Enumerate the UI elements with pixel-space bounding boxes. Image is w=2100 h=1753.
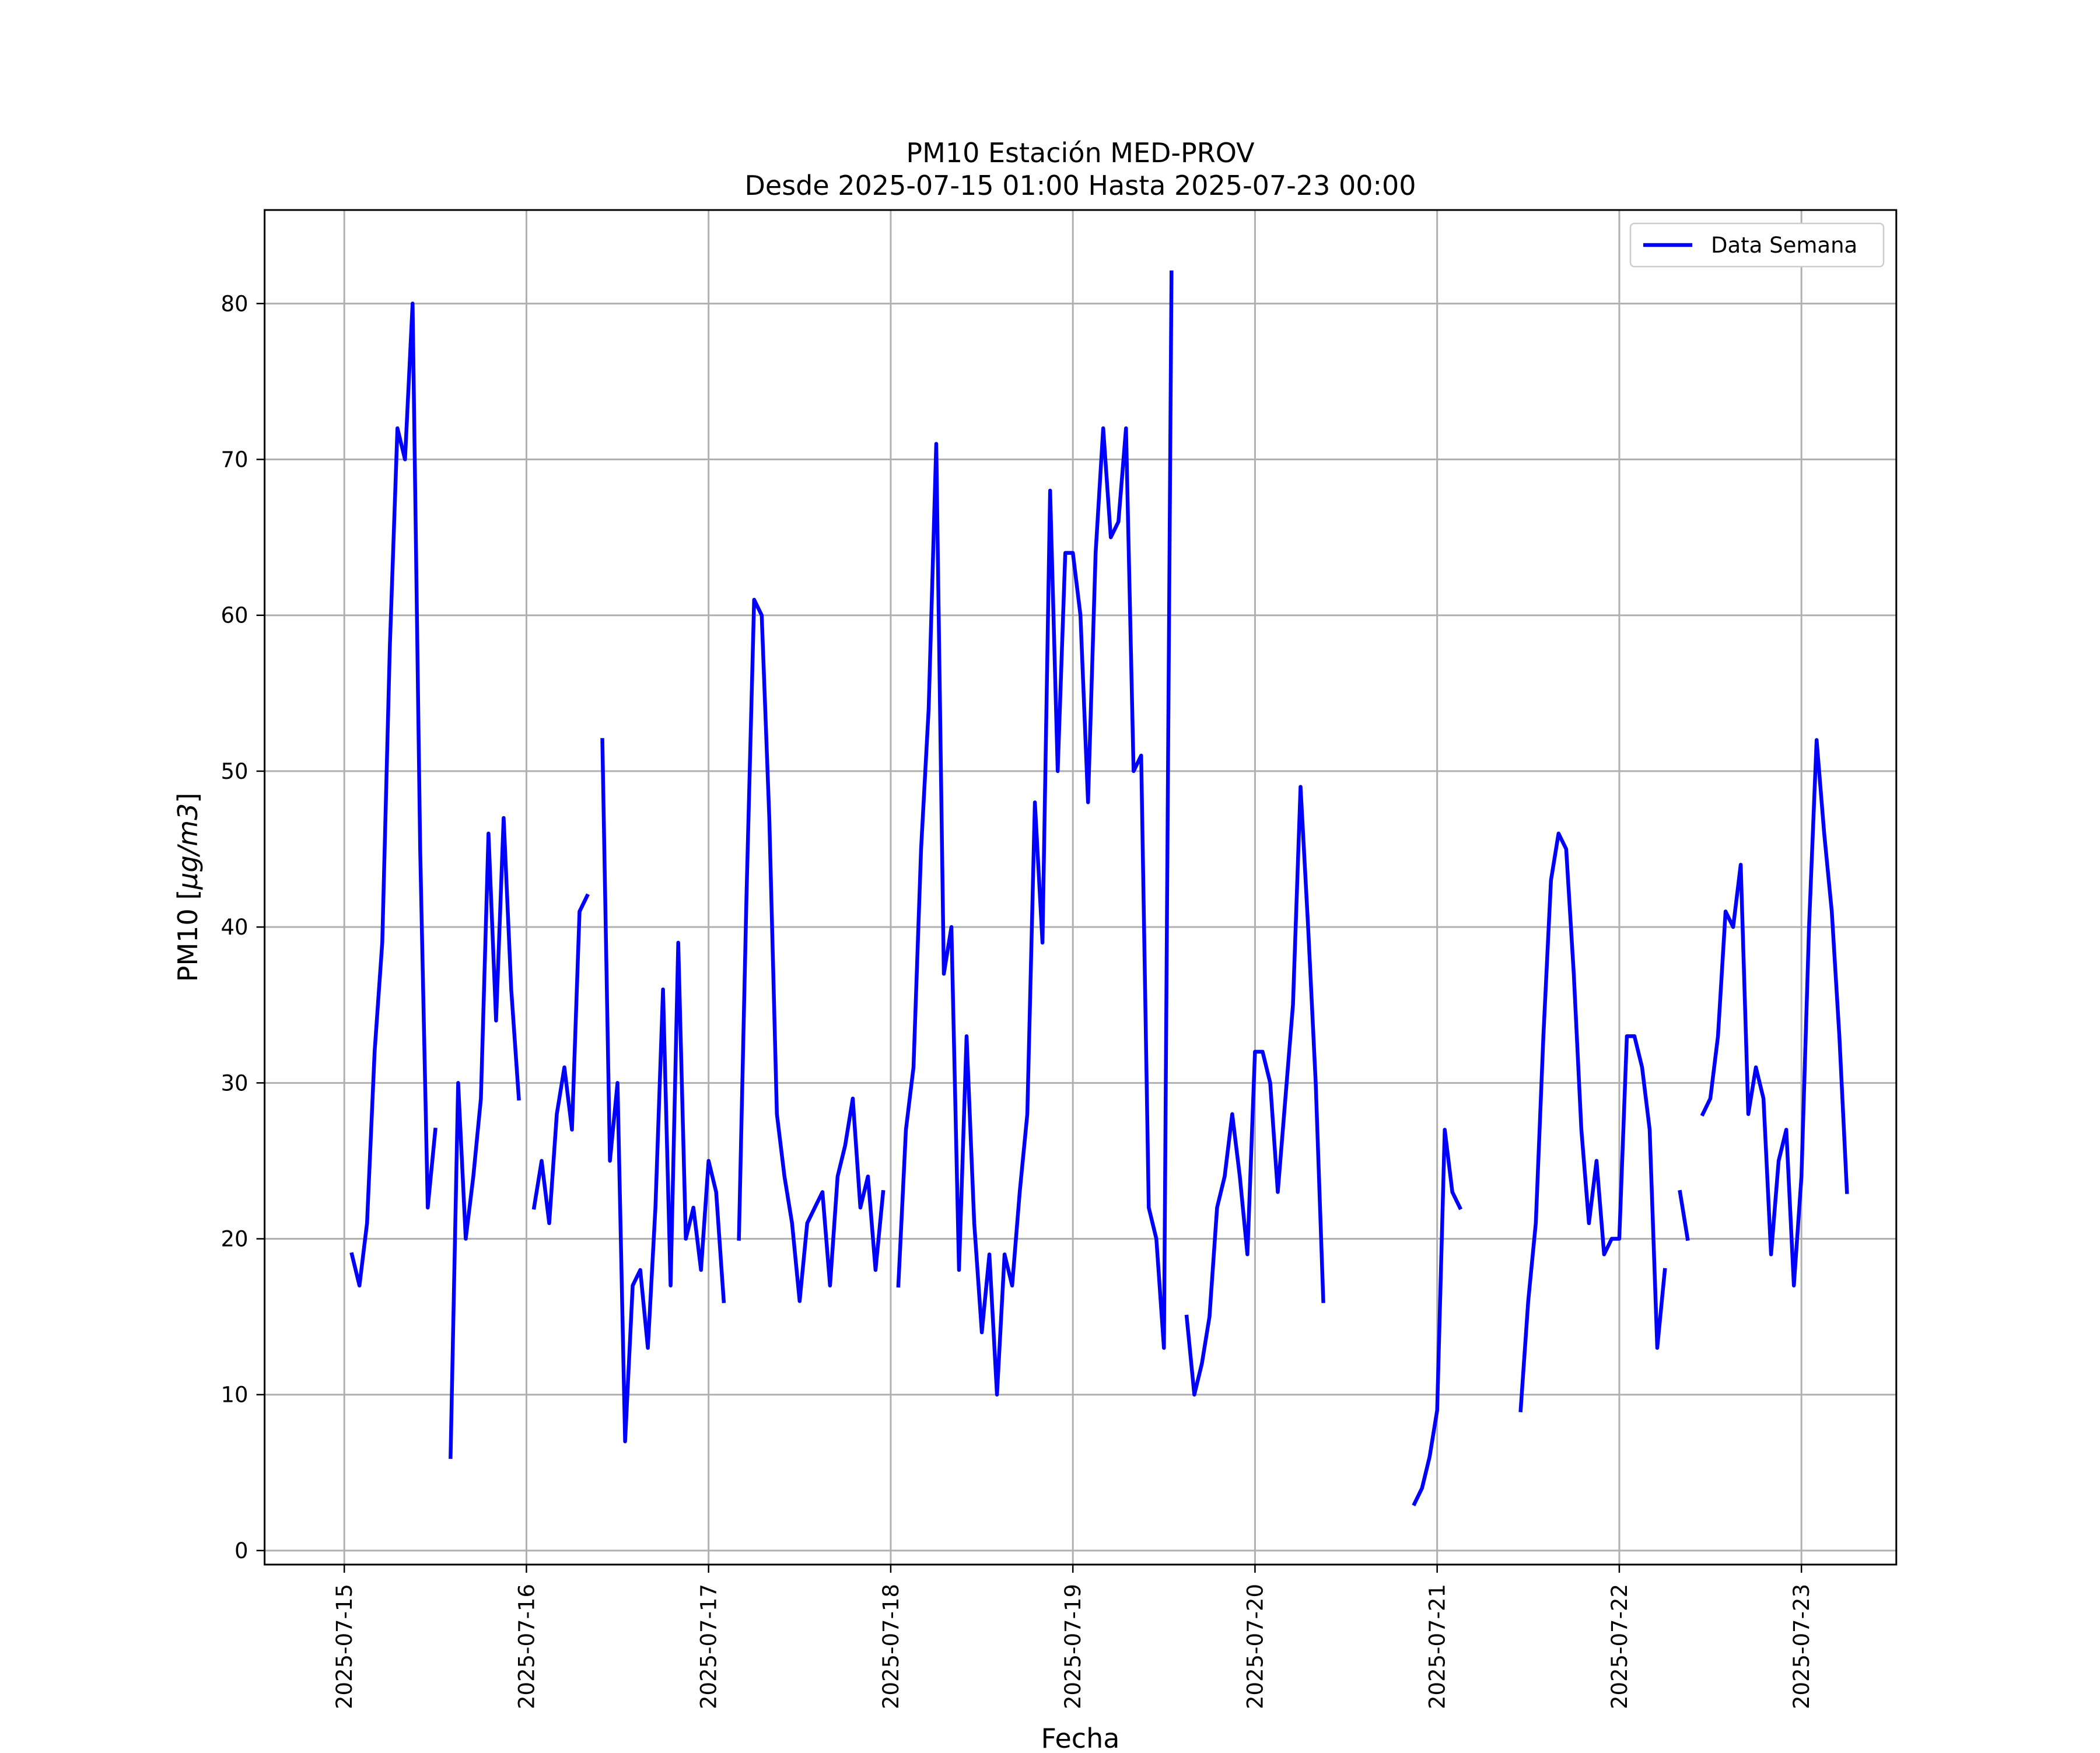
x-tick-label: 2025-07-17: [696, 1584, 722, 1709]
y-tick-label: 40: [221, 915, 249, 940]
series-line-segment: [349, 302, 438, 1287]
x-tick-label: 2025-07-23: [1789, 1584, 1814, 1709]
series-line-segment: [600, 738, 726, 1444]
y-tick-label: 60: [221, 603, 249, 628]
series-line-segment: [896, 270, 1174, 1397]
series-line-segment: [1412, 1128, 1463, 1507]
x-tick-label: 2025-07-20: [1242, 1584, 1268, 1709]
y-tick-label: 20: [221, 1227, 249, 1252]
chart-title-line-2: Desde 2025-07-15 01:00 Hasta 2025-07-23 …: [744, 170, 1416, 201]
legend: Data Semana: [1629, 222, 1885, 268]
x-tick-label: 2025-07-22: [1607, 1584, 1632, 1709]
x-tick-label: 2025-07-19: [1060, 1584, 1086, 1709]
x-tick-label: 2025-07-15: [332, 1584, 357, 1709]
plot-frame: [264, 209, 1898, 1566]
series-line-segment: [1184, 785, 1325, 1397]
series-line-segment: [1700, 738, 1849, 1287]
series-line-segment: [737, 597, 886, 1303]
y-tick-label: 80: [221, 291, 249, 316]
x-tick-label: 2025-07-21: [1425, 1584, 1450, 1709]
x-axis-label: Fecha: [1041, 1723, 1120, 1750]
series-line-segment: [449, 816, 521, 1459]
x-tick-label: 2025-07-18: [878, 1584, 904, 1709]
legend-box: [1629, 222, 1885, 268]
y-tick-label: 10: [221, 1383, 249, 1408]
x-tick-label: 2025-07-16: [514, 1584, 539, 1709]
chart-title-line-1: PM10 Estación MED-PROV: [906, 137, 1255, 169]
ticks: 2025-07-15 2025-07-16 2025-07-17 2025-07-18…: [221, 291, 1815, 1709]
series-line-segment: [1518, 831, 1667, 1412]
y-tick-label: 30: [221, 1070, 249, 1096]
series-line-segment: [531, 893, 590, 1226]
legend-label: Data Semana: [1711, 233, 1857, 258]
y-axis-label: PM10 [μg/m3]: [172, 793, 204, 982]
series-layer: [349, 270, 1849, 1507]
grid: [264, 210, 1896, 1565]
y-tick-label: 0: [235, 1538, 249, 1563]
y-tick-label: 50: [221, 759, 249, 784]
y-tick-label: 70: [221, 447, 249, 473]
series-line-segment: [1678, 1189, 1690, 1241]
